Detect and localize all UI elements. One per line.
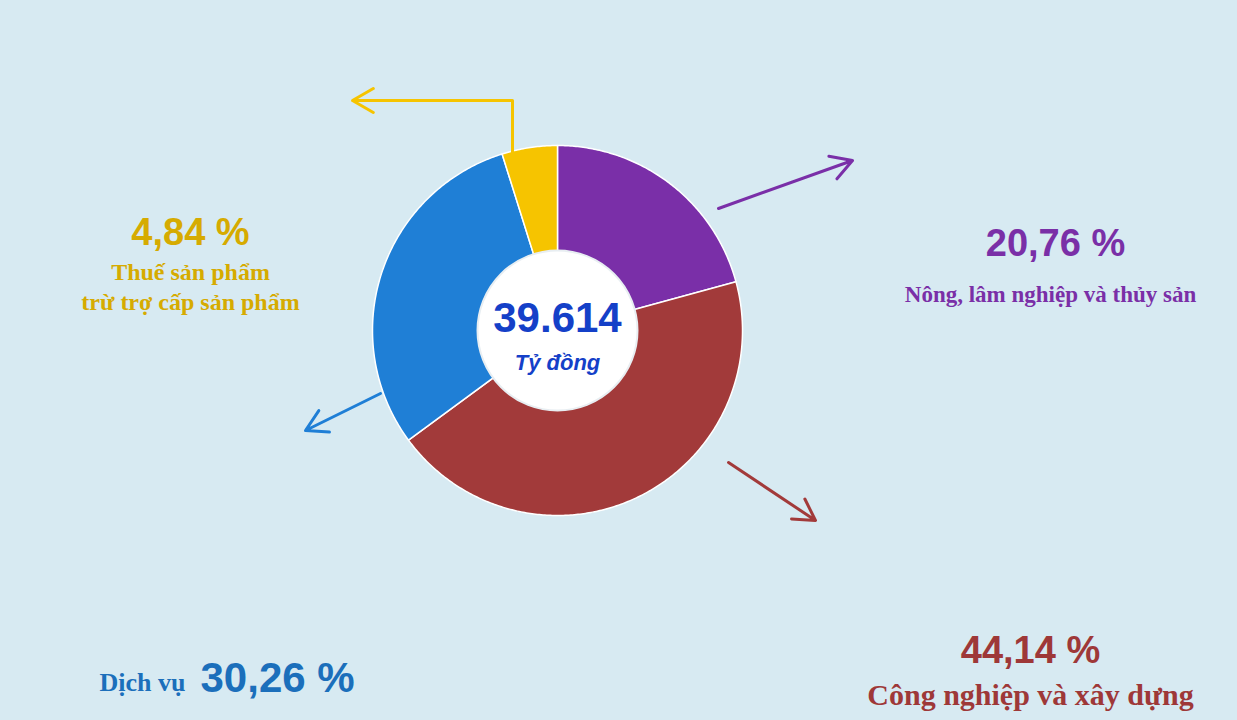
- svg-text:Tỷ đồng: Tỷ đồng: [515, 350, 601, 375]
- svg-text:39.614: 39.614: [493, 294, 622, 341]
- svg-text:Thuế sản phẩmtrừ trợ cấp sản p: Thuế sản phẩmtrừ trợ cấp sản phẩm: [81, 259, 299, 315]
- svg-text:4,84 %: 4,84 %: [131, 211, 249, 253]
- svg-text:20,76 %: 20,76 %: [986, 222, 1125, 264]
- svg-text:44,14 %: 44,14 %: [961, 629, 1100, 671]
- svg-text:Nông, lâm nghiệp và thủy sản: Nông, lâm nghiệp và thủy sản: [905, 282, 1197, 307]
- svg-text:Công nghiệp và xây dựng: Công nghiệp và xây dựng: [867, 678, 1193, 711]
- svg-text:30,26 %: 30,26 %: [201, 654, 355, 701]
- svg-text:Dịch vụ: Dịch vụ: [100, 668, 186, 697]
